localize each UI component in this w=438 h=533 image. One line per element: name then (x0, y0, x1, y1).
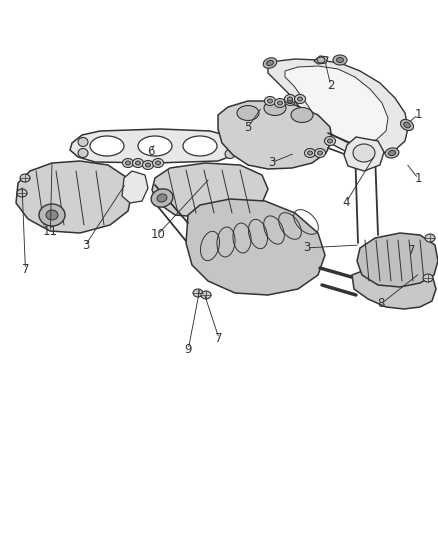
Ellipse shape (297, 97, 303, 101)
Ellipse shape (291, 108, 313, 123)
Ellipse shape (237, 106, 259, 120)
Polygon shape (344, 137, 384, 171)
Polygon shape (152, 163, 268, 218)
Ellipse shape (265, 96, 276, 106)
Polygon shape (357, 233, 438, 287)
Text: 10: 10 (150, 228, 165, 241)
Ellipse shape (138, 136, 172, 156)
Text: 1: 1 (414, 108, 422, 121)
Ellipse shape (336, 58, 343, 62)
Ellipse shape (278, 101, 283, 105)
Polygon shape (16, 161, 132, 233)
Text: 3: 3 (82, 239, 89, 252)
Ellipse shape (17, 189, 27, 197)
Polygon shape (268, 59, 408, 155)
Ellipse shape (225, 149, 235, 158)
Polygon shape (352, 263, 436, 309)
Text: 2: 2 (327, 79, 335, 92)
Ellipse shape (183, 136, 217, 156)
Ellipse shape (201, 291, 211, 299)
Polygon shape (122, 171, 148, 203)
Ellipse shape (90, 136, 124, 156)
Ellipse shape (285, 96, 296, 106)
Text: 9: 9 (184, 343, 192, 356)
Ellipse shape (317, 57, 325, 63)
Ellipse shape (20, 174, 30, 182)
Text: 11: 11 (43, 225, 58, 238)
Ellipse shape (385, 148, 399, 158)
Text: 7: 7 (21, 263, 29, 276)
Ellipse shape (400, 119, 413, 131)
Text: 1: 1 (414, 172, 422, 185)
Text: 5: 5 (244, 122, 251, 134)
Text: 3: 3 (303, 241, 310, 254)
Ellipse shape (304, 149, 315, 157)
Ellipse shape (333, 55, 347, 65)
Ellipse shape (285, 94, 296, 103)
Polygon shape (314, 56, 328, 64)
Ellipse shape (142, 160, 153, 169)
Ellipse shape (193, 289, 203, 297)
Ellipse shape (425, 234, 435, 242)
Ellipse shape (318, 151, 322, 155)
Ellipse shape (267, 60, 273, 66)
Text: 7: 7 (215, 332, 223, 345)
Ellipse shape (135, 161, 141, 165)
Ellipse shape (328, 139, 332, 143)
Ellipse shape (314, 149, 325, 157)
Ellipse shape (404, 122, 410, 128)
Ellipse shape (423, 274, 433, 282)
Ellipse shape (126, 161, 131, 165)
Ellipse shape (151, 189, 173, 207)
Ellipse shape (39, 204, 65, 226)
Ellipse shape (78, 138, 88, 147)
Ellipse shape (353, 144, 375, 162)
Text: 7: 7 (408, 244, 416, 257)
Text: 6: 6 (147, 146, 155, 158)
Ellipse shape (294, 94, 305, 103)
Ellipse shape (275, 99, 286, 108)
Ellipse shape (389, 150, 396, 156)
Polygon shape (70, 129, 238, 163)
Ellipse shape (46, 210, 58, 220)
Ellipse shape (145, 163, 151, 167)
Ellipse shape (133, 158, 144, 167)
Ellipse shape (287, 99, 293, 103)
Ellipse shape (225, 139, 235, 148)
Ellipse shape (155, 161, 160, 165)
Text: 4: 4 (342, 196, 350, 209)
Ellipse shape (78, 149, 88, 157)
Polygon shape (186, 199, 325, 295)
Ellipse shape (287, 97, 293, 101)
Ellipse shape (264, 101, 286, 116)
Ellipse shape (157, 194, 167, 202)
Text: 3: 3 (268, 156, 275, 169)
Polygon shape (285, 66, 388, 144)
Ellipse shape (123, 158, 134, 167)
Ellipse shape (325, 136, 336, 146)
Polygon shape (218, 101, 332, 169)
Ellipse shape (268, 99, 272, 103)
Ellipse shape (152, 158, 163, 167)
Ellipse shape (307, 151, 312, 155)
Text: 8: 8 (378, 297, 385, 310)
Ellipse shape (263, 58, 277, 68)
